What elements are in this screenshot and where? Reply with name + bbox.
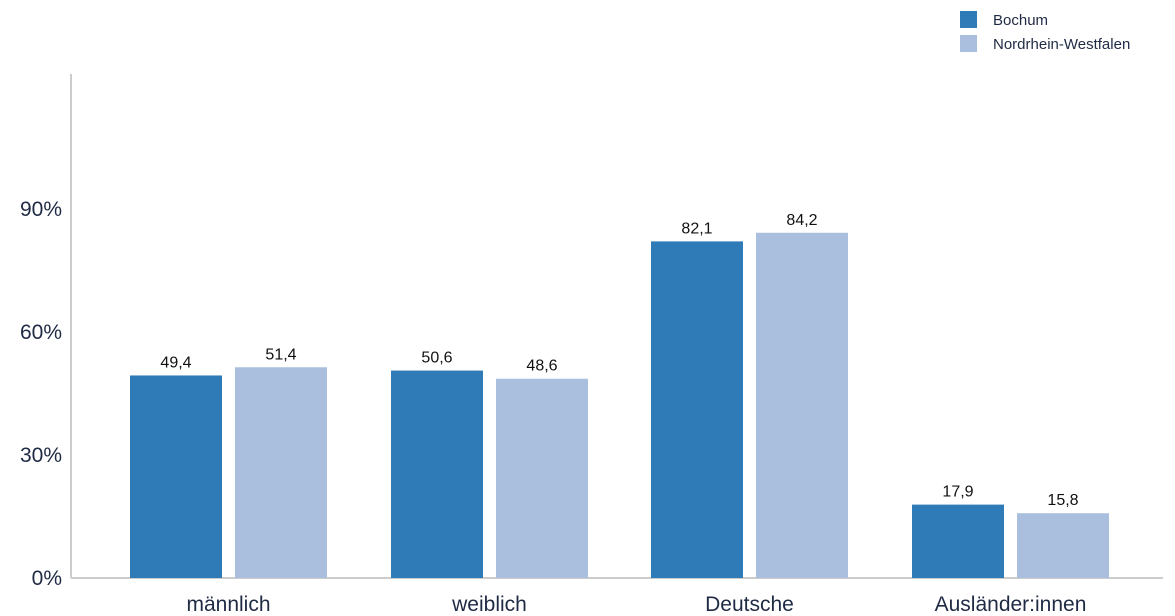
bar-nrw	[235, 367, 327, 578]
data-label: 48,6	[526, 358, 557, 375]
bar-bochum	[912, 504, 1004, 578]
data-label: 17,9	[942, 484, 973, 501]
legend-label: Bochum	[993, 12, 1048, 29]
bar-nrw	[1017, 513, 1109, 578]
y-tick-label: 0%	[32, 567, 62, 590]
legend-swatch	[960, 11, 977, 28]
data-label: 82,1	[681, 220, 712, 237]
data-label: 50,6	[421, 350, 452, 367]
x-category-label: Ausländer:innen	[935, 593, 1087, 616]
y-tick-labels: 0% 30% 60% 90%	[20, 198, 62, 590]
y-tick-label: 60%	[20, 321, 62, 344]
axes	[70, 74, 1163, 579]
x-category-label: weiblich	[451, 593, 527, 616]
legend-label: Nordrhein-Westfalen	[993, 36, 1130, 53]
data-label: 49,4	[160, 354, 191, 371]
bar-bochum	[391, 370, 483, 578]
x-category-label: männlich	[186, 593, 270, 616]
data-label: 84,2	[786, 212, 817, 229]
category-labels: männlich weiblich Deutsche Ausländer:innen	[186, 593, 1086, 616]
bar-bochum	[651, 241, 743, 578]
data-label: 15,8	[1047, 492, 1078, 509]
bar-bochum	[130, 375, 222, 578]
bars: 49,4 51,4 50,6 48,6 82,1 84,2 17,9 15,8	[130, 212, 1109, 578]
legend: Bochum Nordrhein-Westfalen	[960, 11, 1130, 53]
bar-nrw	[756, 232, 848, 578]
x-category-label: Deutsche	[705, 593, 794, 616]
y-tick-label: 30%	[20, 444, 62, 467]
data-label: 51,4	[265, 346, 296, 363]
y-tick-label: 90%	[20, 198, 62, 221]
legend-swatch	[960, 35, 977, 52]
bar-nrw	[496, 378, 588, 578]
